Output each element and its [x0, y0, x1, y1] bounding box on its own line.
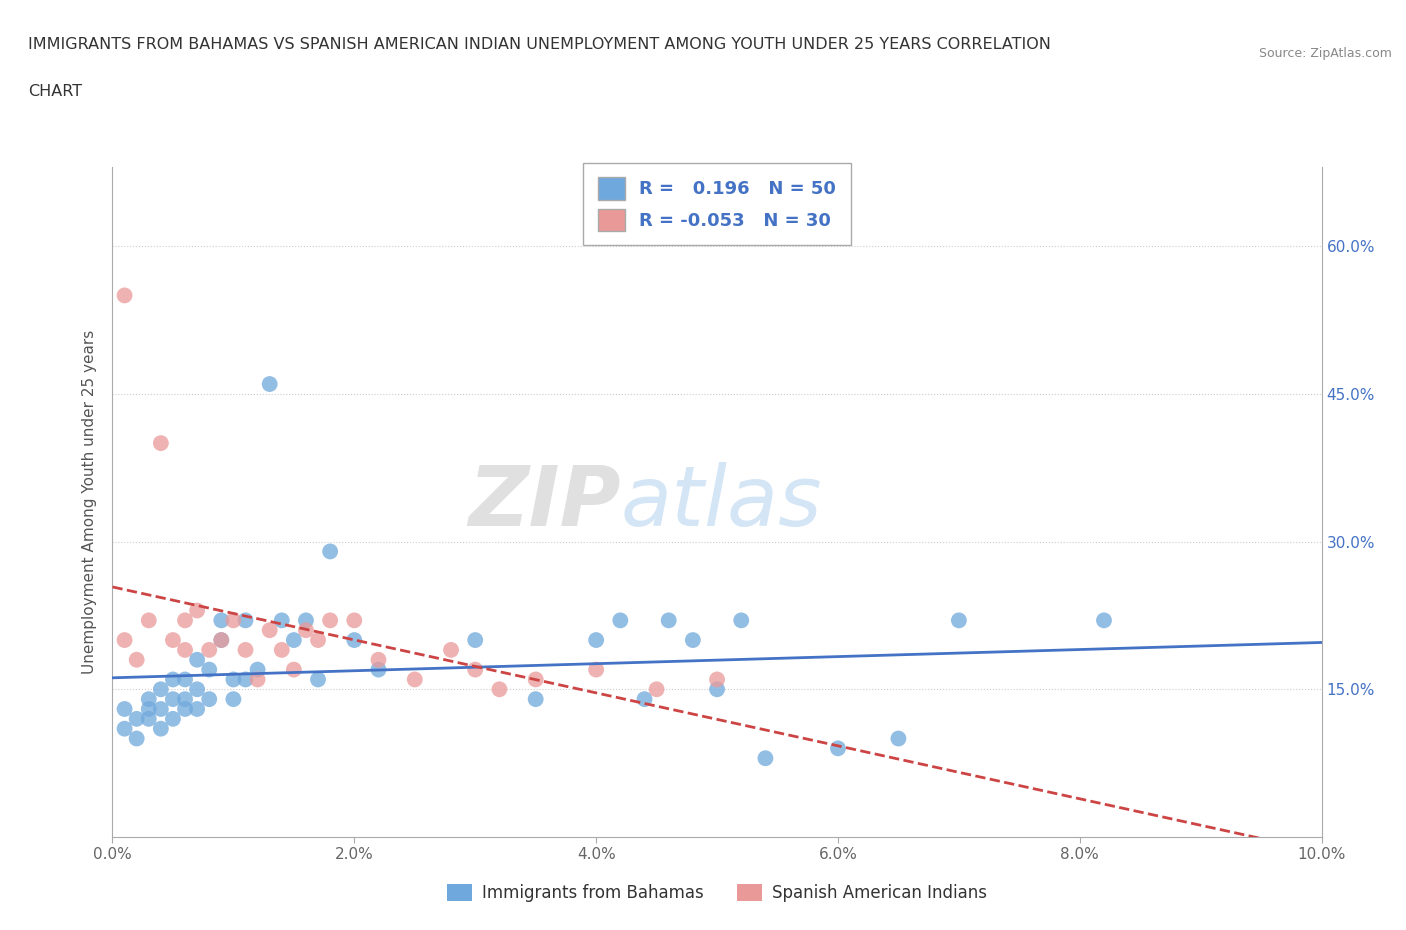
Point [948, 613, 970, 628]
Point [319, 613, 342, 628]
Point [138, 613, 160, 628]
Point [754, 751, 776, 765]
Point [174, 701, 197, 716]
Point [209, 632, 232, 647]
Point [186, 701, 208, 716]
Point [186, 603, 208, 618]
Point [259, 623, 281, 638]
Point [138, 711, 160, 726]
Point [827, 741, 849, 756]
Point [682, 632, 704, 647]
Point [209, 632, 232, 647]
Point [270, 613, 292, 628]
Point [138, 701, 160, 716]
Point [464, 662, 486, 677]
Point [114, 632, 136, 647]
Point [645, 682, 668, 697]
Point [246, 662, 269, 677]
Point [246, 672, 269, 687]
Point [464, 632, 486, 647]
Point [186, 682, 208, 697]
Point [440, 643, 463, 658]
Point [585, 632, 607, 647]
Point [138, 692, 160, 707]
Point [730, 613, 752, 628]
Point [295, 613, 318, 628]
Text: atlas: atlas [620, 461, 823, 543]
Point [174, 672, 197, 687]
Point [307, 632, 329, 647]
Point [488, 682, 510, 697]
Point [186, 652, 208, 667]
Point [585, 662, 607, 677]
Point [633, 692, 655, 707]
Point [524, 672, 547, 687]
Point [367, 662, 389, 677]
Point [283, 662, 305, 677]
Point [343, 632, 366, 647]
Point [283, 632, 305, 647]
Point [162, 672, 184, 687]
Text: CHART: CHART [28, 84, 82, 99]
Point [198, 643, 221, 658]
Point [198, 692, 221, 707]
Legend: Immigrants from Bahamas, Spanish American Indians: Immigrants from Bahamas, Spanish America… [440, 878, 994, 909]
Point [222, 672, 245, 687]
Text: ZIP: ZIP [468, 461, 620, 543]
Point [198, 662, 221, 677]
Point [706, 672, 728, 687]
Point [125, 652, 148, 667]
Point [222, 613, 245, 628]
Point [149, 682, 172, 697]
Point [162, 711, 184, 726]
Point [125, 731, 148, 746]
Point [524, 692, 547, 707]
Point [174, 692, 197, 707]
Point [149, 435, 172, 450]
Text: Source: ZipAtlas.com: Source: ZipAtlas.com [1258, 46, 1392, 60]
Point [1092, 613, 1115, 628]
Point [174, 643, 197, 658]
Point [125, 711, 148, 726]
Point [162, 632, 184, 647]
Point [270, 643, 292, 658]
Point [235, 643, 257, 658]
Point [259, 377, 281, 392]
Point [114, 701, 136, 716]
Point [235, 672, 257, 687]
Text: IMMIGRANTS FROM BAHAMAS VS SPANISH AMERICAN INDIAN UNEMPLOYMENT AMONG YOUTH UNDE: IMMIGRANTS FROM BAHAMAS VS SPANISH AMERI… [28, 37, 1052, 52]
Point [887, 731, 910, 746]
Point [343, 613, 366, 628]
Point [404, 672, 426, 687]
Point [149, 722, 172, 737]
Point [114, 288, 136, 303]
Point [174, 613, 197, 628]
Point [307, 672, 329, 687]
Point [222, 692, 245, 707]
Point [149, 701, 172, 716]
Point [235, 613, 257, 628]
Point [658, 613, 681, 628]
Point [209, 613, 232, 628]
Point [114, 722, 136, 737]
Point [706, 682, 728, 697]
Point [367, 652, 389, 667]
Y-axis label: Unemployment Among Youth under 25 years: Unemployment Among Youth under 25 years [82, 330, 97, 674]
Point [162, 692, 184, 707]
Point [609, 613, 631, 628]
Point [295, 623, 318, 638]
Point [319, 544, 342, 559]
